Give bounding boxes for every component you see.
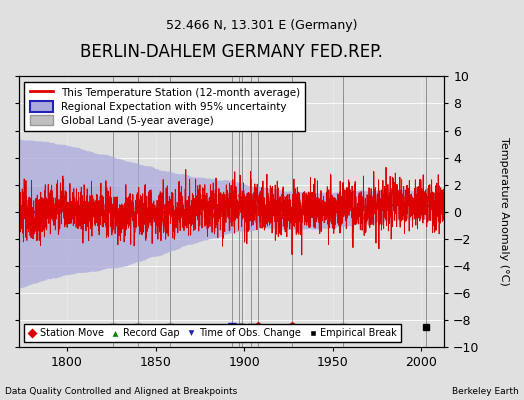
Text: Berkeley Earth: Berkeley Earth	[452, 387, 519, 396]
Text: 52.466 N, 13.301 E (Germany): 52.466 N, 13.301 E (Germany)	[166, 20, 358, 32]
Title: BERLIN-DAHLEM GERMANY FED.REP.: BERLIN-DAHLEM GERMANY FED.REP.	[80, 43, 383, 61]
Y-axis label: Temperature Anomaly (°C): Temperature Anomaly (°C)	[499, 137, 509, 286]
Text: Data Quality Controlled and Aligned at Breakpoints: Data Quality Controlled and Aligned at B…	[5, 387, 237, 396]
Legend: Station Move, Record Gap, Time of Obs. Change, Empirical Break: Station Move, Record Gap, Time of Obs. C…	[24, 324, 401, 342]
